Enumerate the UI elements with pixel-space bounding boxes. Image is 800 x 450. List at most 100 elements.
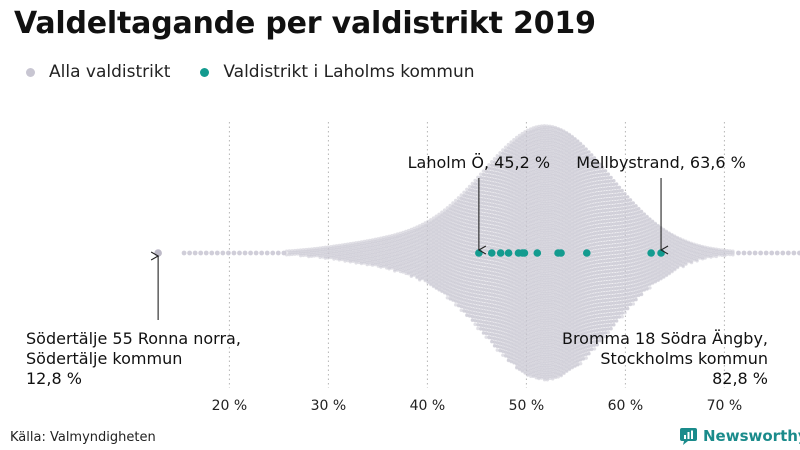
district-point [332, 251, 336, 256]
district-point [417, 234, 422, 239]
district-point [315, 246, 319, 251]
district-point [373, 252, 378, 256]
district-point [370, 252, 375, 257]
district-point [365, 250, 369, 254]
district-point [320, 249, 325, 254]
district-point [398, 242, 402, 246]
district-point [359, 243, 364, 248]
district-point [270, 250, 276, 256]
district-point [381, 243, 386, 247]
district-point [393, 233, 397, 237]
district-point [318, 249, 322, 254]
district-point [351, 256, 355, 260]
district-point [181, 250, 187, 256]
district-point [412, 226, 416, 231]
district-point [373, 237, 378, 242]
district-point [406, 264, 411, 269]
district-point [415, 275, 419, 280]
district-point [412, 266, 416, 270]
district-point [401, 241, 405, 245]
district-point [415, 225, 419, 229]
district-point [348, 245, 353, 250]
district-point [290, 252, 294, 257]
district-point [415, 243, 419, 247]
district-point [376, 251, 380, 255]
district-point [329, 248, 333, 252]
district-point [393, 265, 397, 270]
district-point [412, 244, 416, 249]
district-point [409, 242, 414, 246]
district-point [345, 256, 350, 261]
district-point [351, 248, 355, 253]
district-point [406, 257, 411, 262]
district-point [381, 253, 386, 258]
district-point [393, 269, 397, 273]
district-point [393, 251, 397, 255]
district-point [401, 234, 405, 238]
district-point [406, 246, 411, 251]
district-point [293, 248, 297, 253]
district-point [420, 226, 425, 230]
district-point [401, 245, 405, 249]
district-point [356, 244, 361, 248]
district-point [373, 248, 378, 252]
district-point [393, 244, 397, 248]
district-point [370, 241, 375, 246]
district-point [398, 249, 402, 254]
district-point [368, 260, 372, 264]
district-point [332, 244, 336, 248]
district-point [323, 252, 328, 257]
district-point [398, 256, 402, 261]
district-point [420, 276, 425, 281]
district-point [412, 262, 416, 267]
district-point [412, 273, 416, 277]
district-point [415, 229, 419, 233]
district-point [340, 250, 344, 254]
district-point [417, 267, 422, 271]
district-point [387, 263, 391, 267]
district-point [365, 239, 369, 243]
district-point [379, 240, 383, 244]
district-point [412, 248, 416, 252]
district-point [356, 251, 361, 255]
district-point [406, 250, 411, 254]
district-point [395, 243, 400, 247]
district-point [359, 254, 364, 259]
district-point [420, 229, 425, 234]
district-point [203, 250, 209, 256]
legend-label-all: Alla valdistrikt [49, 62, 171, 82]
district-point [390, 255, 394, 259]
district-point [376, 258, 380, 263]
district-point [409, 234, 414, 239]
district-point [209, 250, 215, 256]
district-point [381, 235, 386, 240]
district-point [409, 274, 414, 278]
district-point [390, 244, 394, 249]
district-point [420, 251, 425, 255]
district-point [415, 250, 419, 255]
district-point [348, 252, 353, 257]
district-point [259, 250, 265, 256]
district-point [320, 253, 325, 257]
district-point [354, 255, 358, 259]
district-point [398, 264, 402, 268]
district-point [401, 266, 405, 271]
district-point [406, 239, 411, 244]
district-point [351, 241, 355, 246]
district-point [384, 260, 389, 264]
district-point [323, 249, 328, 253]
district-point [301, 248, 305, 252]
district-point [420, 233, 425, 237]
district-point [365, 246, 369, 250]
district-point [187, 250, 192, 256]
district-point [387, 241, 391, 246]
district-point [401, 252, 405, 256]
district-point [340, 243, 344, 247]
district-point [370, 249, 375, 253]
district-point [304, 247, 308, 252]
district-point [381, 246, 386, 251]
district-point [415, 268, 419, 273]
district-point [362, 239, 366, 244]
district-point [393, 236, 397, 241]
